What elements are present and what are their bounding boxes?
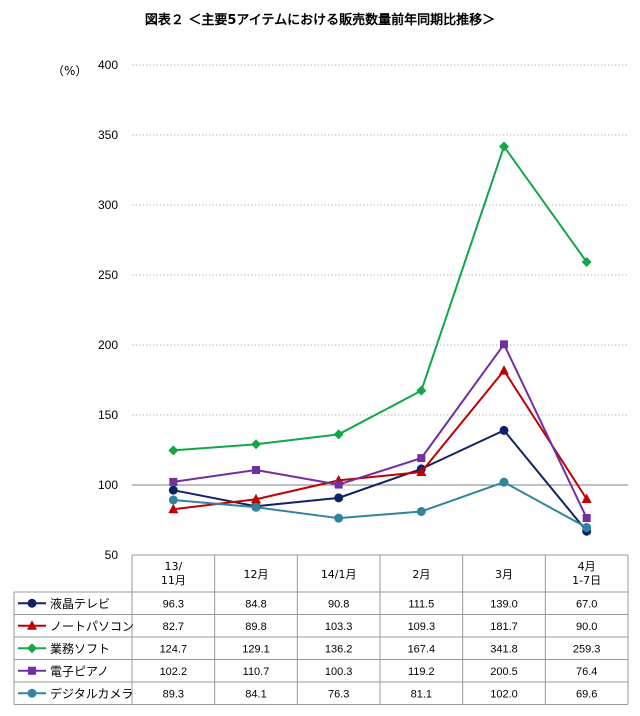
data-label: 136.2: [325, 643, 353, 655]
y-tick-label: 50: [105, 548, 119, 562]
data-point: [169, 477, 178, 486]
series-line: [173, 369, 588, 511]
data-label: 82.7: [163, 621, 184, 633]
y-tick-label: 350: [98, 128, 118, 142]
category-label: 14/1月: [321, 568, 357, 581]
category-label: 3月: [495, 568, 513, 581]
data-point: [334, 513, 344, 523]
data-label: 90.8: [328, 598, 349, 610]
category-label: 4月: [578, 560, 596, 573]
data-label: 76.4: [576, 666, 597, 678]
data-label: 89.8: [245, 621, 266, 633]
data-point: [252, 466, 260, 475]
y-axis: 50 100 150 200 250 300 350 400 （%）: [52, 58, 118, 562]
data-label: 109.3: [408, 621, 436, 633]
legend-marker: [27, 643, 37, 654]
data-label: 111.5: [408, 598, 434, 610]
data-label: 124.7: [160, 643, 188, 655]
legend-label: 液晶テレビ: [50, 596, 110, 611]
legend-marker: [28, 666, 36, 675]
data-point: [168, 503, 179, 514]
y-tick-label: 200: [98, 338, 118, 352]
data-label: 259.3: [573, 643, 601, 655]
data-label: 119.2: [408, 666, 435, 678]
category-label: 12月: [244, 568, 269, 581]
series-line: [173, 481, 588, 529]
data-point: [582, 523, 592, 533]
series-line: [173, 429, 588, 532]
series-line: [173, 343, 588, 519]
data-label: 341.8: [490, 643, 518, 655]
data-point: [168, 445, 179, 456]
data-label: 100.3: [325, 666, 353, 678]
chart-title: 図表２ ＜主要5アイテムにおける販売数量前年同期比推移＞: [144, 13, 496, 28]
data-point: [333, 429, 344, 440]
y-tick-label: 100: [98, 478, 118, 492]
category-label: 2月: [412, 568, 430, 581]
data-label: 84.8: [245, 598, 266, 610]
data-label: 84.1: [245, 688, 266, 700]
data-point: [582, 514, 591, 523]
data-point: [417, 454, 426, 463]
legend-label: デジタルカメラ: [50, 686, 133, 701]
data-point: [251, 493, 261, 504]
legend-label: 業務ソフト: [50, 642, 110, 656]
data-point: [500, 340, 508, 349]
series-line: [173, 145, 588, 452]
y-unit-label: （%）: [52, 64, 87, 78]
gridlines: [132, 64, 628, 486]
legend-label: ノートパソコン: [50, 619, 134, 633]
legend-label: 電子ピアノ: [50, 664, 109, 678]
data-point: [499, 425, 509, 435]
data-point: [334, 493, 344, 503]
y-tick-label: 150: [98, 408, 118, 422]
data-label: 89.3: [163, 688, 184, 700]
data-label: 102.0: [490, 688, 518, 700]
data-point: [416, 466, 427, 476]
data-label: 200.5: [490, 666, 518, 678]
data-point: [499, 365, 509, 375]
data-point: [416, 506, 426, 516]
data-label: 102.2: [160, 666, 188, 678]
legend-marker: [27, 620, 37, 630]
data-point: [168, 495, 178, 505]
data-label: 69.6: [576, 688, 597, 700]
data-point: [581, 493, 592, 503]
category-label: 1-7日: [572, 574, 601, 587]
category-label: 11月: [161, 574, 186, 587]
data-point: [499, 141, 509, 152]
data-label: 96.3: [163, 598, 184, 610]
category-label: 13/: [164, 560, 182, 573]
series-lines: [168, 141, 592, 536]
data-point: [416, 385, 427, 396]
data-label: 129.1: [242, 643, 270, 655]
data-label: 76.3: [328, 688, 349, 700]
legend-marker: [27, 598, 37, 608]
data-label: 103.3: [325, 621, 353, 633]
data-label: 81.1: [411, 688, 432, 700]
data-point: [334, 480, 343, 489]
y-tick-label: 250: [98, 268, 118, 282]
y-tick-label: 300: [98, 198, 118, 212]
data-label: 167.4: [408, 643, 436, 655]
data-label: 90.0: [576, 621, 597, 633]
data-point: [251, 502, 261, 512]
data-label: 139.0: [490, 598, 518, 610]
data-point: [581, 256, 592, 267]
legend-marker: [27, 688, 37, 698]
data-label: 110.7: [243, 666, 270, 678]
data-label: 67.0: [576, 598, 597, 610]
data-point: [251, 439, 261, 450]
data-point: [499, 477, 509, 487]
data-label: 181.7: [490, 621, 518, 633]
data-point: [168, 485, 178, 495]
y-tick-label: 400: [98, 58, 118, 72]
